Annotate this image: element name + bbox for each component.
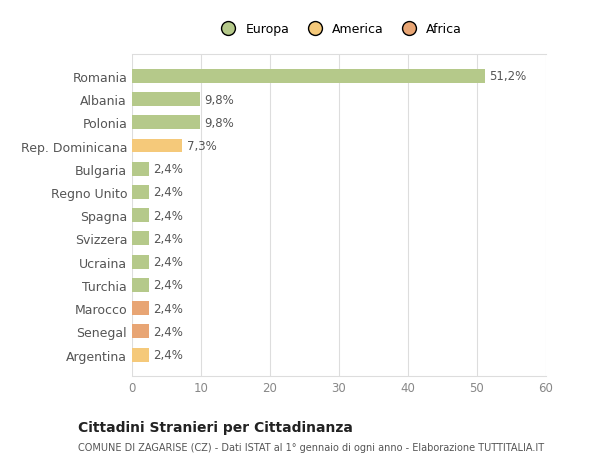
- Text: 2,4%: 2,4%: [152, 232, 182, 246]
- Bar: [132, 162, 149, 176]
- Legend: Europa, America, Africa: Europa, America, Africa: [212, 20, 466, 40]
- Bar: [132, 139, 182, 153]
- Bar: [132, 209, 149, 223]
- Bar: [132, 185, 149, 200]
- Text: 51,2%: 51,2%: [490, 70, 527, 83]
- Text: 2,4%: 2,4%: [152, 279, 182, 292]
- Bar: [132, 278, 149, 292]
- Text: 2,4%: 2,4%: [152, 302, 182, 315]
- Text: COMUNE DI ZAGARISE (CZ) - Dati ISTAT al 1° gennaio di ogni anno - Elaborazione T: COMUNE DI ZAGARISE (CZ) - Dati ISTAT al …: [78, 442, 544, 452]
- Bar: [132, 93, 200, 107]
- Bar: [132, 302, 149, 315]
- Text: 9,8%: 9,8%: [204, 93, 233, 106]
- Text: 2,4%: 2,4%: [152, 256, 182, 269]
- Text: 9,8%: 9,8%: [204, 117, 233, 129]
- Bar: [132, 325, 149, 339]
- Text: 2,4%: 2,4%: [152, 325, 182, 338]
- Text: 2,4%: 2,4%: [152, 348, 182, 361]
- Text: 2,4%: 2,4%: [152, 186, 182, 199]
- Bar: [132, 70, 485, 84]
- Text: 7,3%: 7,3%: [187, 140, 216, 153]
- Bar: [132, 232, 149, 246]
- Text: Cittadini Stranieri per Cittadinanza: Cittadini Stranieri per Cittadinanza: [78, 420, 353, 434]
- Bar: [132, 348, 149, 362]
- Text: 2,4%: 2,4%: [152, 209, 182, 222]
- Bar: [132, 255, 149, 269]
- Text: 2,4%: 2,4%: [152, 163, 182, 176]
- Bar: [132, 116, 200, 130]
